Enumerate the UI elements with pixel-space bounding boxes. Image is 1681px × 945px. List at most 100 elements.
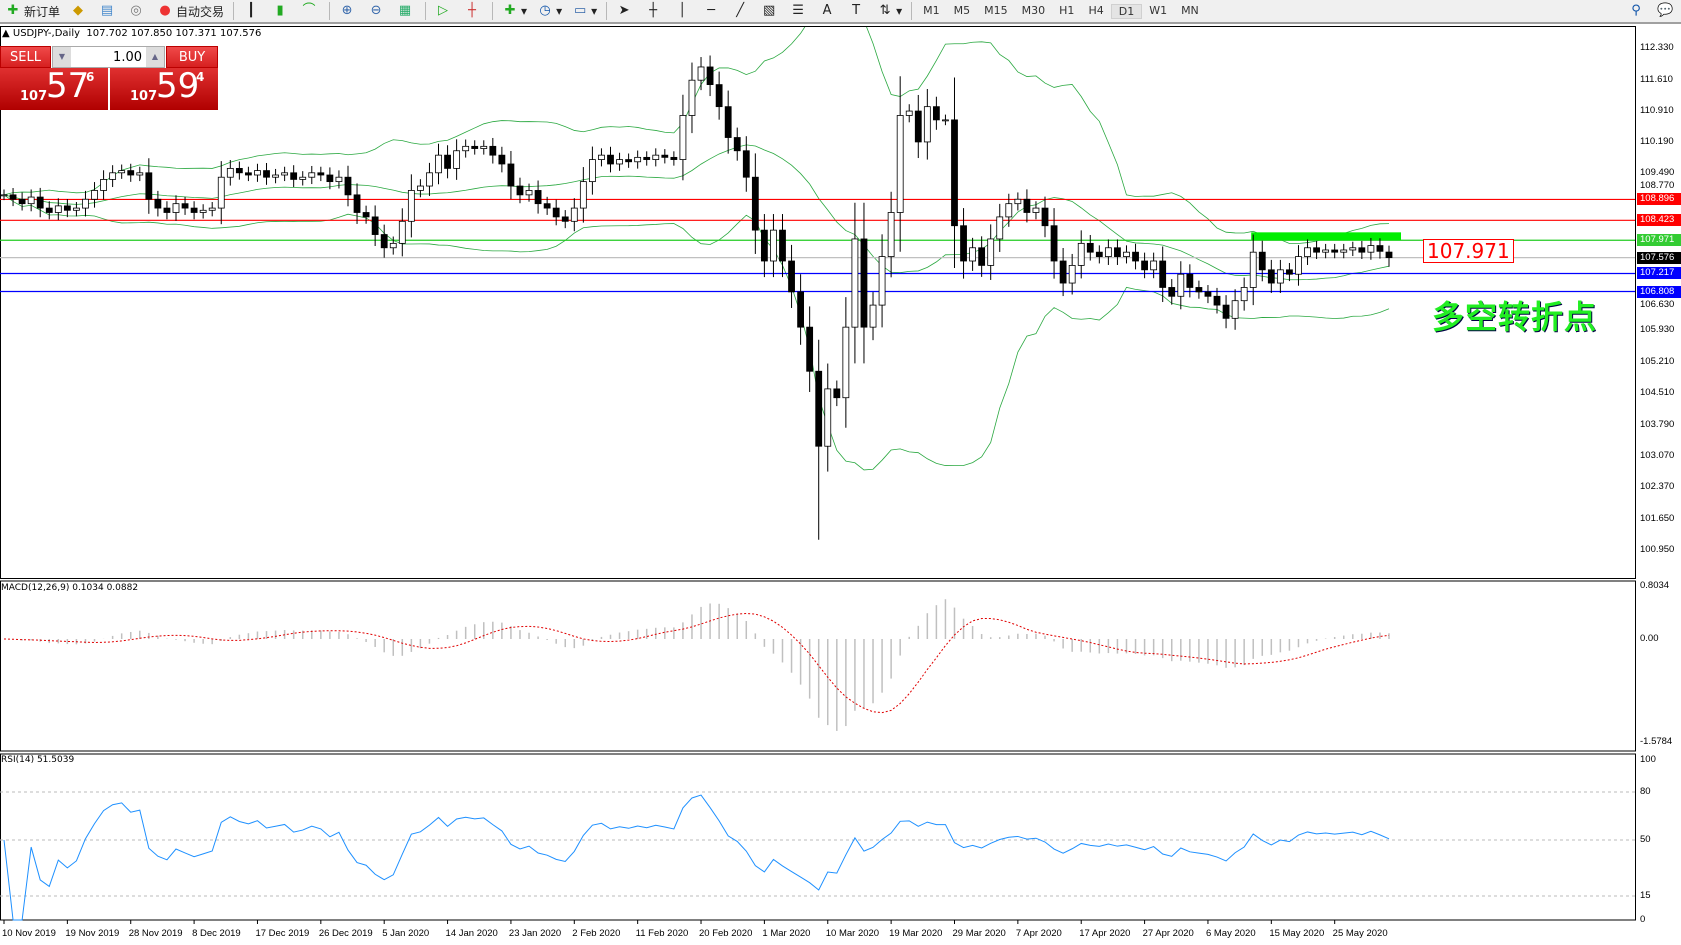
chart-shift-button[interactable]: ┼ (459, 0, 488, 22)
candle (598, 148, 605, 167)
timeframe-h4[interactable]: H4 (1088, 3, 1104, 17)
candle (706, 55, 714, 97)
candle (1385, 245, 1393, 267)
bar-chart-button[interactable]: ┃ (238, 0, 267, 22)
channel-button[interactable]: ▧ (756, 0, 785, 22)
timeframe-h1[interactable]: H1 (1059, 3, 1075, 17)
buy-button[interactable]: BUY (166, 46, 218, 68)
arrows-button[interactable]: ⇅ ▾ (872, 0, 907, 22)
candle-body (317, 172, 325, 176)
candle-body (290, 172, 298, 180)
navigator-button[interactable]: ◆ (65, 0, 94, 22)
candle-body (371, 216, 379, 235)
candle-body (1177, 273, 1185, 297)
zoom-in-button[interactable]: ⊕ (334, 0, 363, 22)
timeframe-m1[interactable]: M1 (923, 3, 940, 17)
trendline-button[interactable]: ╱ (727, 0, 756, 22)
sell-price[interactable]: 107 57 6 (0, 66, 108, 110)
candle (1331, 243, 1339, 259)
candle-body (923, 106, 931, 143)
candle-body (1032, 207, 1040, 213)
candle-body (625, 159, 633, 163)
candle-body (869, 304, 877, 328)
candle (643, 151, 651, 166)
chat-button[interactable]: 💬 (1652, 0, 1681, 22)
candle-body (1086, 242, 1094, 253)
candle (625, 153, 633, 168)
timeframe-m5[interactable]: M5 (953, 3, 971, 17)
new-order-button[interactable]: ✚ 新订单 (0, 0, 65, 22)
candle (136, 166, 144, 182)
candle-body (978, 247, 986, 266)
candle-body (1186, 273, 1194, 288)
indicators-button[interactable]: ✚ ▾ (497, 0, 532, 22)
volume-stepper[interactable]: ▼ ▲ (52, 46, 165, 68)
templates-button[interactable]: ▭ ▾ (573, 3, 598, 18)
date-tick: 26 Dec 2019 (318, 928, 373, 939)
candle (1086, 234, 1094, 261)
price-tick: 101.650 (1640, 512, 1675, 524)
candle (263, 162, 270, 185)
chat-icon: 💬 (1657, 3, 1674, 18)
horizontal-line-icon: ─ (707, 3, 716, 18)
volume-input[interactable] (71, 47, 146, 67)
candle-body (426, 172, 433, 187)
zoom-in-icon: ⊕ (341, 3, 353, 18)
candle-body (1267, 269, 1275, 284)
volume-increase-button[interactable]: ▲ (146, 47, 164, 67)
candle (254, 163, 261, 182)
price-box-label: 107.971 (1423, 239, 1514, 263)
candle-body (398, 220, 406, 244)
candle-body (942, 119, 949, 122)
candle (109, 165, 117, 188)
tile-icon: ▦ (398, 3, 412, 18)
periods-button[interactable]: ◷ ▾ (532, 0, 567, 22)
candle-body (697, 66, 705, 81)
line-chart-button[interactable]: ⌒ (296, 0, 325, 22)
candle-body (579, 181, 587, 209)
auto-trading-button[interactable]: ● 自动交易 (152, 0, 229, 22)
candle (923, 89, 931, 160)
candle (18, 192, 26, 211)
main-pane (0, 26, 1636, 579)
timeframe-w1[interactable]: W1 (1149, 3, 1168, 17)
zoom-out-button[interactable]: ⊖ (363, 0, 392, 22)
divider (606, 2, 608, 20)
autoscroll-button[interactable]: ▷ (430, 0, 459, 22)
candle (1114, 239, 1121, 265)
timeframe-mn[interactable]: MN (1181, 3, 1199, 17)
crosshair-button[interactable]: ┼ (640, 0, 669, 22)
candle-body (896, 115, 904, 213)
timeframe-m15[interactable]: M15 (984, 3, 1008, 17)
chart-canvas[interactable] (0, 26, 1681, 945)
candle-body (417, 185, 424, 191)
fibonacci-button[interactable]: ☰ (785, 0, 814, 22)
candlestick-button[interactable]: ▮ (267, 0, 296, 22)
timeframe-m30[interactable]: M30 (1021, 3, 1046, 17)
candle-body (598, 154, 605, 160)
candle (1295, 245, 1302, 286)
text-label-button[interactable]: T (843, 0, 872, 22)
candle-body (1132, 251, 1139, 262)
tile-button[interactable]: ▦ (392, 0, 421, 22)
candle (453, 139, 461, 180)
volume-decrease-button[interactable]: ▼ (53, 47, 71, 67)
cursor-button[interactable]: ➤ (611, 0, 640, 22)
candle (869, 292, 877, 341)
timeframe-d1[interactable]: D1 (1110, 3, 1143, 19)
date-tick: 1 Mar 2020 (762, 928, 811, 939)
candle (63, 199, 71, 218)
vertical-line-button[interactable]: │ (669, 0, 698, 22)
text-button[interactable]: A (814, 0, 843, 22)
candle (1104, 239, 1112, 265)
candle (444, 145, 451, 179)
buy-price[interactable]: 107 59 4 (110, 66, 218, 110)
candle-body (27, 196, 35, 205)
horizontal-line-button[interactable]: ─ (698, 0, 727, 22)
search-button[interactable]: ⚲ (1623, 0, 1652, 22)
candle (317, 166, 325, 182)
candle-body (760, 229, 768, 262)
signals-button[interactable]: ◎ (123, 0, 152, 22)
terminal-button[interactable]: ▤ (94, 0, 123, 22)
sell-button[interactable]: SELL (0, 46, 51, 68)
